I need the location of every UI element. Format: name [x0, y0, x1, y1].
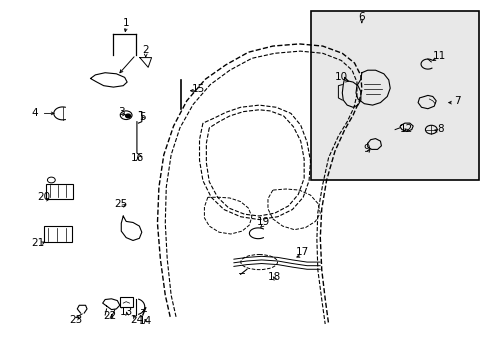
Bar: [310, 11, 478, 180]
Text: 16: 16: [131, 153, 144, 163]
Text: 6: 6: [358, 12, 365, 22]
Text: 24: 24: [130, 315, 143, 325]
Text: 21: 21: [31, 238, 45, 248]
Text: 14: 14: [139, 316, 152, 326]
Text: 10: 10: [334, 72, 347, 82]
Bar: [120, 297, 133, 307]
Circle shape: [125, 114, 130, 118]
Text: 5: 5: [139, 112, 146, 122]
Text: 2: 2: [142, 45, 149, 55]
Text: 1: 1: [122, 18, 129, 28]
Text: 20: 20: [38, 192, 50, 202]
Text: 8: 8: [436, 124, 443, 134]
Text: 11: 11: [431, 51, 445, 61]
Text: 23: 23: [69, 315, 82, 325]
Text: 12: 12: [399, 124, 413, 134]
Text: 25: 25: [114, 199, 128, 210]
Text: 4: 4: [32, 108, 39, 118]
Text: 3: 3: [118, 107, 124, 117]
Text: 22: 22: [103, 311, 117, 321]
Text: 15: 15: [191, 84, 204, 94]
Text: 19: 19: [256, 217, 269, 228]
Bar: [44, 226, 72, 242]
Text: 13: 13: [119, 307, 133, 318]
Text: 17: 17: [295, 247, 308, 257]
Bar: [46, 184, 73, 199]
Text: 7: 7: [453, 96, 460, 106]
Text: 9: 9: [363, 144, 369, 154]
Text: 18: 18: [267, 272, 281, 282]
